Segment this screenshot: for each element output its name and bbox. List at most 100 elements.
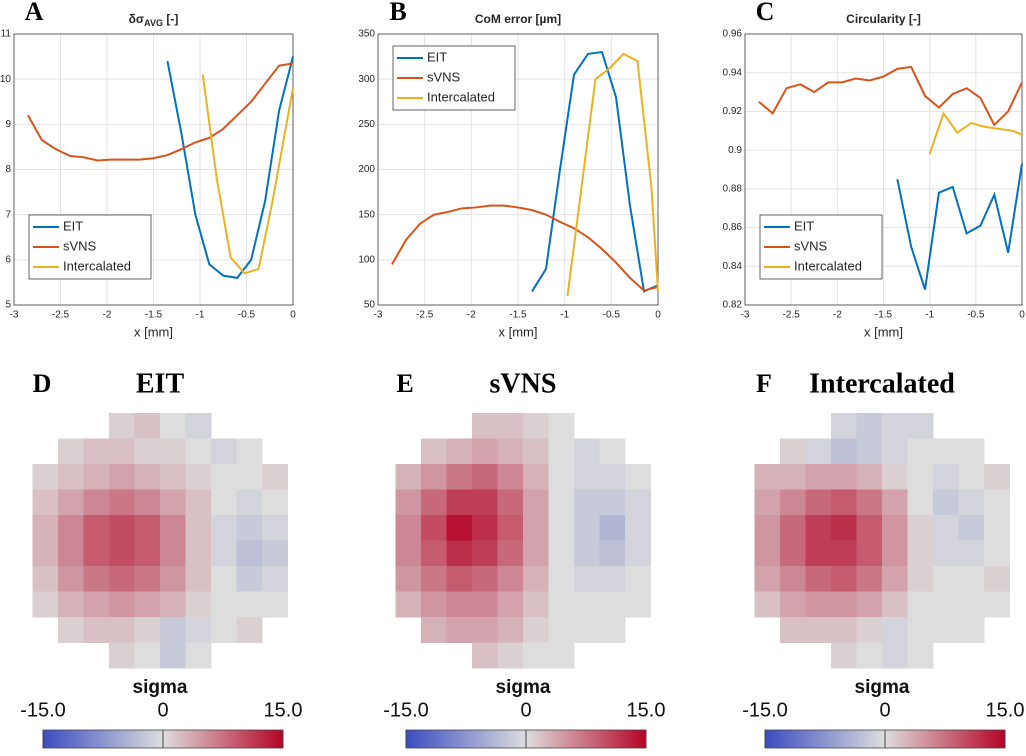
- x-tick-label: -3: [374, 310, 383, 321]
- heat-cell: [958, 438, 985, 465]
- heat-cell: [548, 515, 575, 541]
- heat-cell: [548, 413, 575, 439]
- heat-cell: [933, 566, 959, 592]
- heat-cell: [134, 413, 161, 439]
- y-tick-label: 0.9: [728, 145, 742, 156]
- heat-cell: [856, 642, 883, 669]
- heat-cell: [831, 489, 857, 516]
- heat-cell: [236, 566, 263, 592]
- heat-cell: [754, 515, 781, 541]
- heat-cell: [185, 566, 212, 592]
- heat-cell: [625, 566, 651, 592]
- heat-cell: [497, 566, 524, 592]
- heat-cell: [882, 591, 908, 618]
- series-line: [566, 52, 659, 297]
- heat-cell: [907, 642, 934, 669]
- heat-cell: [599, 617, 626, 643]
- heat-cell: [907, 464, 934, 490]
- heat-cell: [984, 566, 1010, 592]
- heat-cell: [574, 464, 600, 490]
- heat-cell: [933, 617, 959, 643]
- panel-letter: F: [756, 369, 772, 398]
- panel-letter: A: [25, 0, 44, 26]
- panel-letter: B: [389, 0, 406, 26]
- series-line: [928, 111, 1023, 155]
- heat-cell: [497, 617, 524, 643]
- x-tick-label: 0: [290, 310, 296, 321]
- heat-cell: [523, 617, 549, 643]
- heat-cell: [599, 438, 626, 465]
- heat-cell: [548, 617, 575, 643]
- heat-cell: [907, 617, 934, 643]
- heat-cell: [211, 515, 237, 541]
- heat-cell: [984, 464, 1010, 490]
- colorbar-tick-label: -15.0: [20, 699, 66, 721]
- colorbar-label: sigma: [496, 677, 551, 698]
- x-axis-label: x [mm]: [864, 324, 903, 339]
- y-tick-label: 50: [364, 300, 376, 311]
- heat-cell: [984, 540, 1010, 567]
- heat-cell: [109, 591, 135, 618]
- chart-title: CoM error [µm]: [475, 12, 561, 26]
- y-tick-label: 9: [5, 119, 11, 130]
- heat-cell: [907, 489, 934, 516]
- heat-cell: [211, 489, 237, 516]
- heat-cell: [109, 413, 135, 439]
- heat-cell: [574, 617, 600, 643]
- heat-cell: [83, 566, 110, 592]
- heat-cell: [523, 566, 549, 592]
- x-tick-label: -3: [741, 310, 750, 321]
- heat-cell: [548, 566, 575, 592]
- heat-cell: [933, 540, 959, 567]
- legend-label: sVNS: [794, 238, 828, 253]
- heat-cell: [984, 489, 1010, 516]
- heat-cell: [262, 489, 288, 516]
- y-tick-label: 200: [358, 164, 375, 175]
- heat-cell: [109, 464, 135, 490]
- heat-cell: [958, 464, 985, 490]
- heat-cell: [134, 489, 161, 516]
- heat-cell: [625, 540, 651, 567]
- heat-cell: [933, 591, 959, 618]
- legend-label: sVNS: [63, 238, 97, 253]
- panel-letter: C: [756, 0, 775, 26]
- panel-letter: D: [33, 369, 52, 398]
- heat-cell: [421, 489, 447, 516]
- x-tick-label: 0: [1019, 310, 1025, 321]
- heat-cell: [446, 464, 473, 490]
- heat-cell: [421, 591, 447, 618]
- heat-cell: [933, 515, 959, 541]
- chart-title: Circularity [-]: [846, 12, 921, 26]
- heat-cell: [211, 591, 237, 618]
- x-tick-label: -1.5: [145, 310, 163, 321]
- heat-cell: [472, 515, 498, 541]
- heat-cell: [574, 438, 600, 465]
- heat-cell: [160, 617, 186, 643]
- x-tick-label: -3: [10, 310, 19, 321]
- heat-cell: [446, 591, 473, 618]
- heat-cell: [497, 438, 524, 465]
- heat-cell: [805, 540, 832, 567]
- heat-cell: [856, 489, 883, 516]
- heat-cell: [523, 540, 549, 567]
- heat-cell: [472, 591, 498, 618]
- heat-cell: [497, 591, 524, 618]
- heat-cell: [83, 438, 110, 465]
- heat-cell: [262, 515, 288, 541]
- heat-cell: [395, 566, 422, 592]
- legend-label: EIT: [63, 218, 83, 233]
- heat-cell: [134, 617, 161, 643]
- heat-cell: [805, 566, 832, 592]
- colorbar-tick-label: 0: [157, 699, 168, 721]
- legend-label: Intercalated: [427, 89, 495, 104]
- heat-cell: [134, 566, 161, 592]
- heat-cell: [780, 438, 806, 465]
- heat-cell: [236, 540, 263, 567]
- heat-cell: [831, 540, 857, 567]
- heat-cell: [83, 540, 110, 567]
- heat-cell: [395, 464, 422, 490]
- heat-cell: [236, 591, 263, 618]
- colorbar-tick-label: 15.0: [986, 699, 1025, 721]
- heat-cell: [58, 438, 84, 465]
- x-tick-label: -0.5: [603, 310, 621, 321]
